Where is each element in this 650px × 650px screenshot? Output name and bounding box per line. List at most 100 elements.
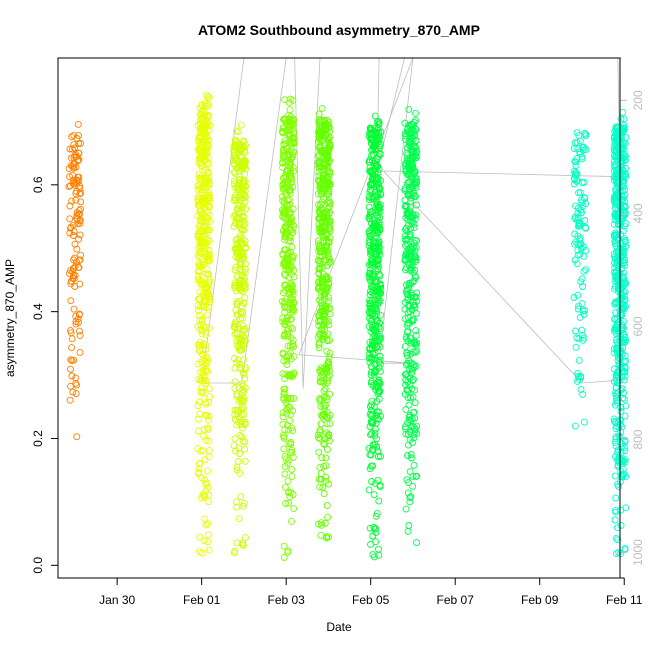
data-point	[402, 202, 410, 210]
data-point	[241, 265, 249, 273]
data-point	[279, 159, 287, 167]
data-point	[621, 437, 629, 444]
data-point	[315, 341, 323, 349]
data-point	[373, 200, 381, 208]
data-point	[202, 191, 210, 199]
data-point	[281, 308, 289, 316]
data-point	[319, 484, 327, 491]
data-point	[366, 410, 374, 418]
data-point	[281, 463, 289, 470]
data-point	[75, 210, 83, 218]
data-point	[614, 462, 622, 470]
data-point	[323, 287, 331, 295]
data-point	[410, 434, 418, 442]
data-point	[315, 312, 323, 320]
data-point	[66, 173, 74, 181]
data-point	[411, 167, 418, 175]
data-point	[367, 540, 374, 548]
data-point	[315, 475, 323, 483]
chart-title: ATOM2 Southbound asymmetry_870_AMP	[198, 22, 480, 38]
data-point	[280, 332, 288, 340]
data-point	[197, 303, 204, 311]
data-point	[283, 357, 291, 365]
data-point	[285, 456, 293, 464]
data-point	[318, 198, 326, 206]
data-point	[240, 277, 248, 285]
data-point	[320, 462, 328, 470]
data-point	[195, 174, 203, 182]
data-point	[230, 212, 238, 220]
data-point	[322, 130, 330, 138]
data-point	[404, 489, 412, 497]
data-point	[405, 401, 413, 409]
data-point	[287, 294, 295, 301]
data-point	[67, 277, 75, 285]
data-point	[375, 221, 383, 229]
series-cast-7	[401, 105, 421, 547]
data-point	[67, 382, 74, 390]
data-point	[240, 221, 248, 229]
data-point	[614, 174, 622, 182]
data-point	[72, 187, 80, 195]
data-point	[573, 334, 581, 342]
data-point	[241, 268, 249, 276]
data-point	[326, 336, 333, 344]
data-point	[412, 144, 420, 152]
data-point	[324, 138, 332, 146]
series-cast-4	[278, 95, 298, 561]
data-point	[580, 334, 588, 342]
data-point	[281, 483, 289, 491]
data-point	[231, 435, 239, 443]
data-point	[580, 178, 588, 186]
data-point	[67, 365, 74, 373]
data-point	[236, 232, 244, 240]
data-point	[202, 178, 210, 185]
data-point	[199, 249, 207, 257]
data-point	[325, 367, 333, 375]
data-point	[377, 334, 385, 342]
data-point	[205, 437, 213, 445]
data-point	[77, 198, 85, 206]
data-point	[620, 171, 628, 179]
data-point	[405, 121, 413, 129]
data-point	[376, 185, 384, 193]
data-point	[410, 430, 418, 438]
data-point	[280, 390, 288, 398]
data-point	[367, 379, 375, 387]
data-point	[572, 158, 580, 166]
data-point	[231, 384, 239, 392]
data-point	[617, 521, 625, 529]
data-point	[324, 446, 331, 453]
data-point	[618, 144, 626, 152]
data-point	[194, 267, 202, 275]
data-point	[279, 349, 287, 357]
data-point	[319, 365, 327, 373]
x-tick-label: Jan 30	[99, 593, 135, 607]
data-point	[582, 224, 590, 232]
data-point	[618, 423, 626, 431]
data-point	[232, 253, 240, 261]
data-point	[320, 440, 328, 447]
data-point	[202, 221, 210, 229]
data-point	[401, 423, 409, 431]
data-point	[620, 269, 628, 277]
data-point	[66, 270, 73, 278]
data-point	[325, 190, 333, 198]
data-point	[365, 229, 373, 237]
data-point	[315, 282, 323, 290]
data-point	[323, 336, 331, 344]
data-point	[570, 294, 578, 301]
data-point	[241, 294, 249, 302]
data-point	[194, 195, 202, 203]
data-point	[236, 450, 244, 457]
data-point	[374, 126, 381, 134]
data-point	[195, 137, 203, 145]
data-point	[617, 261, 625, 268]
data-point	[571, 230, 579, 238]
data-point	[289, 254, 297, 262]
data-point	[368, 152, 375, 160]
data-point	[620, 281, 628, 289]
data-point	[241, 420, 249, 428]
data-point	[620, 305, 628, 313]
data-point	[323, 276, 331, 284]
